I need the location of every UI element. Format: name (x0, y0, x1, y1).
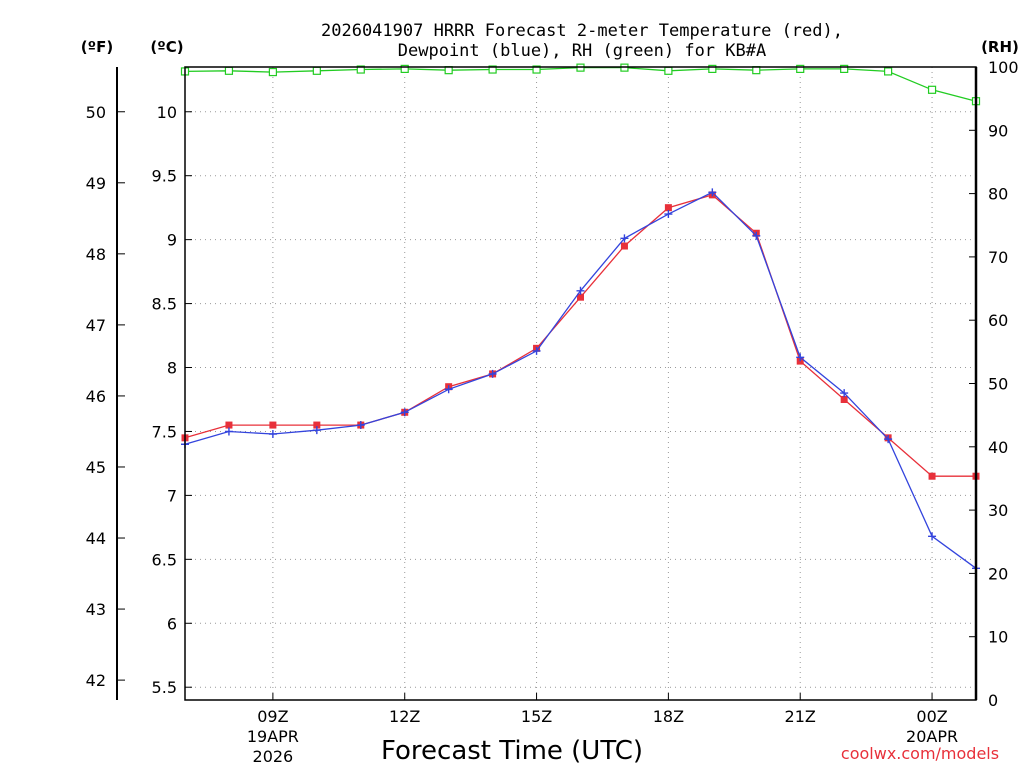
temperature-point-11 (664, 204, 672, 212)
rh-tick-label-0: 0 (988, 691, 998, 710)
x-tick-label-0: 09Z (257, 707, 288, 726)
c-tick-label-6: 8.5 (152, 295, 177, 314)
dewpoint-point-3 (312, 426, 321, 435)
grid-lines (185, 67, 976, 700)
rh-point-17 (927, 85, 937, 94)
dewpoint-line (184, 191, 977, 569)
credit-text: coolwx.com/models (841, 744, 999, 763)
x-tick-label-5: 00Z (916, 707, 947, 726)
rh-point-4 (356, 65, 365, 74)
dewpoint-point-11 (664, 210, 673, 219)
c-tick-label-5: 8 (167, 359, 177, 378)
f-tick-label-5: 47 (86, 316, 106, 335)
temperature-point-10 (620, 242, 628, 250)
temperature-point-3 (313, 421, 321, 429)
rh-line (184, 66, 977, 102)
rh-tick-label-1: 10 (988, 628, 1008, 647)
dewpoint-point-9 (576, 286, 585, 295)
c-tick-label-8: 9.5 (152, 167, 177, 186)
x-date-label-0: 19APR (247, 727, 299, 746)
rh-point-1 (224, 66, 234, 75)
c-tick-label-7: 9 (167, 231, 177, 250)
rh-point-7 (488, 65, 497, 74)
f-tick-label-3: 45 (86, 458, 106, 477)
chart-title-line2: Dewpoint (blue), RH (green) for KB#A (398, 41, 766, 61)
dewpoint-point-16 (884, 435, 893, 444)
rh-tick-label-4: 40 (988, 438, 1008, 457)
dewpoint-point-13 (752, 231, 761, 240)
rh-point-14 (796, 64, 805, 73)
rh-tick-label-5: 50 (988, 375, 1008, 394)
series-layer (180, 63, 981, 573)
f-tick-label-6: 48 (86, 245, 106, 264)
x-axis-title: Forecast Time (UTC) (381, 736, 643, 766)
rh-tick-label-10: 100 (988, 58, 1019, 77)
fahrenheit-unit-label: (ºF) (81, 38, 113, 56)
rh-tick-label-3: 30 (988, 501, 1008, 520)
x-tick-label-1: 12Z (389, 707, 420, 726)
f-tick-label-4: 46 (86, 387, 106, 406)
celsius-unit-label: (ºC) (150, 38, 183, 56)
rh-point-12 (708, 64, 717, 73)
c-tick-label-4: 7.5 (152, 422, 177, 441)
temperature-point-9 (577, 293, 584, 301)
dewpoint-point-14 (796, 353, 805, 362)
dewpoint-point-12 (708, 188, 717, 197)
x-year-label-0: 2026 (253, 747, 294, 766)
plot-frame (184, 66, 977, 701)
rh-point-3 (312, 66, 321, 75)
f-tick-label-8: 50 (86, 103, 106, 122)
rh-unit-label: (RH) (981, 38, 1019, 56)
f-tick-label-7: 49 (86, 174, 106, 193)
temperature-line (184, 194, 976, 477)
dewpoint-point-6 (444, 385, 453, 394)
c-tick-label-0: 5.5 (152, 678, 177, 697)
dewpoint-point-7 (488, 369, 497, 378)
dewpoint-point-8 (532, 346, 541, 355)
dewpoint-point-1 (224, 427, 233, 436)
dewpoint-point-4 (356, 421, 365, 430)
rh-tick-label-6: 60 (988, 311, 1008, 330)
rh-point-5 (400, 64, 409, 73)
c-tick-label-1: 6 (167, 614, 177, 633)
rh-tick-label-2: 20 (988, 564, 1008, 583)
rh-tick-label-8: 80 (988, 185, 1008, 204)
f-tick-label-2: 44 (86, 529, 106, 548)
dewpoint-point-15 (840, 389, 849, 398)
rh-point-11 (664, 66, 673, 75)
x-tick-label-4: 21Z (785, 707, 816, 726)
temperature-point-1 (225, 421, 233, 429)
dewpoint-point-5 (400, 408, 409, 417)
rh-point-2 (268, 67, 277, 77)
rh-point-8 (532, 65, 541, 74)
dewpoint-point-10 (620, 234, 629, 243)
x-date-label-5: 20APR (906, 727, 958, 746)
dewpoint-point-17 (928, 532, 937, 541)
f-tick-label-0: 42 (86, 671, 106, 690)
c-tick-label-2: 6.5 (152, 550, 177, 569)
dewpoint-point-2 (268, 430, 277, 439)
f-tick-label-1: 43 (86, 600, 106, 619)
temperature-point-17 (928, 472, 936, 480)
rh-point-15 (840, 64, 849, 73)
rh-tick-label-9: 90 (988, 121, 1008, 140)
c-tick-label-9: 10 (157, 103, 177, 122)
axes-layer: 5.5 6 6.5 7 7.5 8 8.5 9 9.5 10 42 43 44 45 46 47 48 49 50 0… (86, 58, 1019, 766)
temperature-point-2 (269, 421, 277, 429)
rh-tick-label-7: 70 (988, 248, 1008, 267)
c-tick-label-3: 7 (167, 486, 177, 505)
temperature-point-15 (840, 395, 848, 403)
x-tick-label-3: 18Z (653, 707, 684, 726)
x-tick-label-2: 15Z (521, 707, 552, 726)
chart-title-line1: 2026041907 HRRR Forecast 2-meter Tempera… (321, 21, 843, 41)
rh-point-16 (884, 67, 893, 76)
